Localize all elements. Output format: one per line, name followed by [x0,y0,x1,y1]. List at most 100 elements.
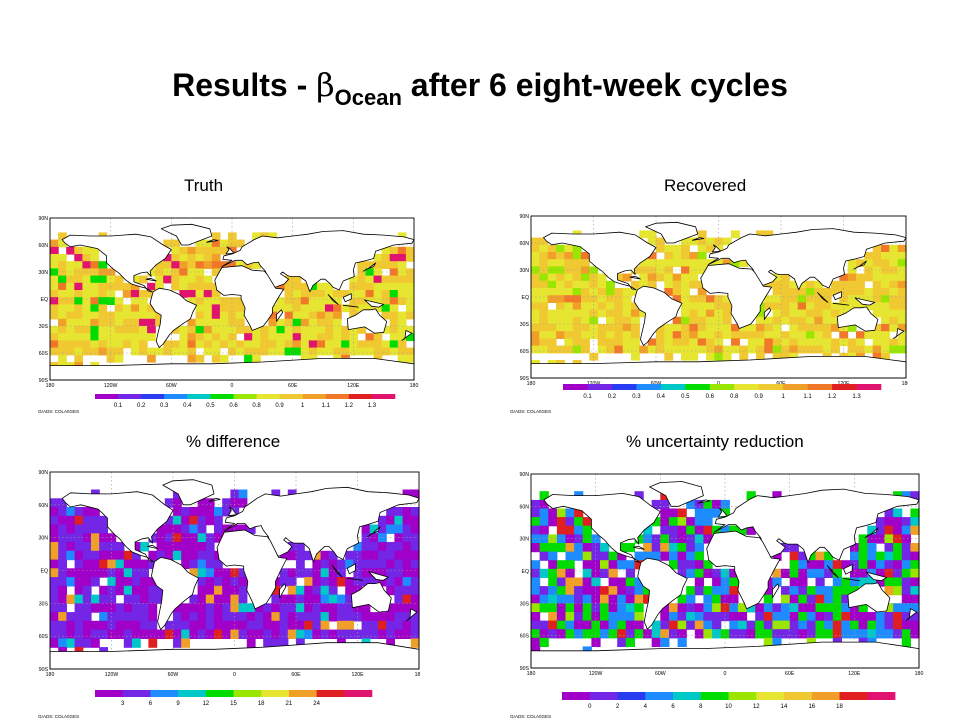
ocean-cell [287,568,297,578]
ocean-cell [572,288,582,296]
ocean-cell [901,551,911,561]
ocean-cell [300,347,310,356]
ocean-cell [66,318,75,327]
map-panel-truth: 180 120W 60W 0 60E 120E 180 90N 60N 30N EQ 30S 60S 90… [36,210,420,415]
ocean-cell [756,316,765,325]
ocean-cell [397,261,407,269]
ocean-cell [697,324,707,332]
ocean-cell [832,577,842,587]
ocean-cell [672,259,682,267]
lat-tick-label: 30S [39,601,49,607]
ocean-cell [647,259,657,267]
ocean-cell [203,297,213,305]
colorbar-swatch [700,692,729,700]
ocean-cell [789,352,799,361]
ocean-cell [798,603,808,613]
ocean-cell [789,288,799,296]
ocean-cell [712,577,722,587]
ocean-cell [114,318,124,327]
ocean-cell [246,620,256,631]
ocean-cell [381,254,391,262]
ocean-cell [814,338,824,347]
ocean-cell [889,324,899,332]
ocean-cell [325,304,334,313]
ocean-cell [806,295,815,303]
ocean-cell [230,585,240,596]
ocean-cell [656,266,665,275]
ocean-cell [345,585,354,596]
ocean-cell [50,261,59,269]
ocean-cell [312,629,322,639]
ocean-cell [893,508,903,518]
ocean-cell [669,560,679,570]
ocean-cell [132,568,141,578]
ocean-cell [58,254,67,262]
ocean-cell [155,268,164,277]
colorbar-swatch [839,692,868,700]
ocean-cell [582,586,592,596]
ocean-cell [643,543,653,553]
ocean-cell [850,620,860,630]
ocean-cell [872,331,882,339]
ocean-cell [582,560,592,570]
ocean-cell [672,252,682,260]
ocean-cell [308,318,318,327]
ocean-cell [139,347,148,356]
ocean-cell [634,594,644,604]
ocean-cell [901,637,911,647]
ocean-cell [539,266,549,275]
ocean-cell [304,577,313,587]
ocean-cell [320,585,330,596]
ocean-cell [405,297,415,305]
ocean-cell [238,585,248,596]
ocean-cell [66,524,76,534]
ocean-cell [164,524,174,534]
ocean-cell [292,318,302,327]
ocean-cell [631,302,640,311]
ocean-cell [781,568,791,578]
ocean-cell [337,612,346,622]
ocean-cell [300,297,310,305]
ocean-cell [163,268,172,277]
ocean-cell [389,347,399,356]
ocean-cell [889,244,899,253]
ocean-cell [173,515,182,526]
ocean-cell [82,311,92,320]
ocean-cell [747,345,757,354]
ocean-cell [179,261,189,269]
ocean-cell [574,517,584,527]
ocean-cell [556,525,567,535]
ocean-cell [316,304,326,313]
ocean-cell [107,542,117,552]
ocean-cell [806,316,815,325]
coastline [145,277,157,282]
ocean-cell [706,309,715,318]
ocean-cell [697,252,707,260]
ocean-cell [349,311,358,320]
ocean-cell [881,316,890,325]
ocean-cell [564,280,574,289]
ocean-cell [244,340,253,349]
ocean-cell [660,612,670,622]
ocean-cell [548,534,558,544]
ocean-cell [712,586,722,596]
ocean-cell [246,638,256,648]
colorbar-swatch [261,690,290,697]
ocean-cell [850,543,860,553]
ocean-cell [82,603,92,613]
ocean-cell [572,324,582,332]
colorbar-swatch [178,690,207,697]
ocean-cell [90,347,100,356]
ocean-cell [582,525,592,535]
ocean-cell [66,629,76,639]
ocean-cell [881,244,890,253]
ocean-cell [781,273,790,282]
ocean-cell [349,290,358,298]
ocean-cell [714,302,724,311]
ocean-cell [564,316,574,325]
ocean-cell [669,525,679,535]
ocean-cell [402,550,412,561]
ocean-cell [276,347,286,356]
ocean-cell [82,612,92,622]
ocean-cell [747,324,757,332]
